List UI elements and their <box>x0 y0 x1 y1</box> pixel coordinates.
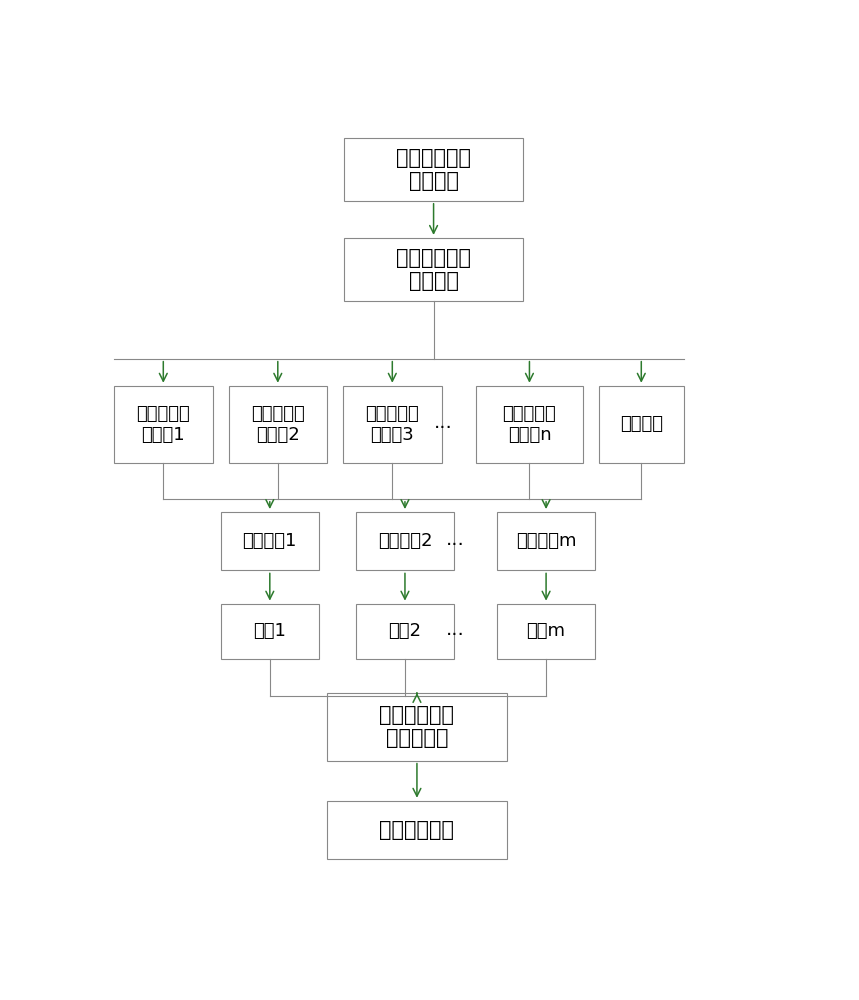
FancyBboxPatch shape <box>497 512 595 570</box>
FancyBboxPatch shape <box>221 604 319 659</box>
FancyBboxPatch shape <box>228 386 327 463</box>
FancyBboxPatch shape <box>356 604 454 659</box>
Text: 改进固有时间
尺度分解: 改进固有时间 尺度分解 <box>396 248 471 291</box>
Text: 能量1: 能量1 <box>253 622 286 640</box>
Text: 能量2: 能量2 <box>388 622 422 640</box>
Text: 能量m: 能量m <box>527 622 565 640</box>
FancyBboxPatch shape <box>327 801 507 859</box>
FancyBboxPatch shape <box>343 386 442 463</box>
FancyBboxPatch shape <box>356 512 454 570</box>
Text: ...: ... <box>446 620 464 639</box>
Text: 固有时间尺
度分量1: 固有时间尺 度分量1 <box>137 405 190 444</box>
FancyBboxPatch shape <box>114 386 212 463</box>
FancyBboxPatch shape <box>497 604 595 659</box>
Text: 采集转子系统
振动信号: 采集转子系统 振动信号 <box>396 148 471 191</box>
FancyBboxPatch shape <box>476 386 582 463</box>
FancyBboxPatch shape <box>344 138 523 201</box>
Text: ...: ... <box>434 413 453 432</box>
Text: 残差信号: 残差信号 <box>620 415 663 433</box>
FancyBboxPatch shape <box>599 386 684 463</box>
Text: 相关分量1: 相关分量1 <box>242 532 297 550</box>
Text: 相关分量m: 相关分量m <box>516 532 576 550</box>
FancyBboxPatch shape <box>327 693 507 761</box>
Text: 固有时间尺
度分量n: 固有时间尺 度分量n <box>503 405 557 444</box>
Text: 固有时间尺
度分量2: 固有时间尺 度分量2 <box>251 405 305 444</box>
FancyBboxPatch shape <box>221 512 319 570</box>
Text: 固有时间尺
度分量3: 固有时间尺 度分量3 <box>365 405 419 444</box>
Text: 相关分量2: 相关分量2 <box>378 532 432 550</box>
Text: ...: ... <box>446 530 464 549</box>
FancyBboxPatch shape <box>344 238 523 301</box>
Text: 故障诊断结果: 故障诊断结果 <box>380 820 454 840</box>
Text: 改进有向无环
相关向量机: 改进有向无环 相关向量机 <box>380 705 454 748</box>
